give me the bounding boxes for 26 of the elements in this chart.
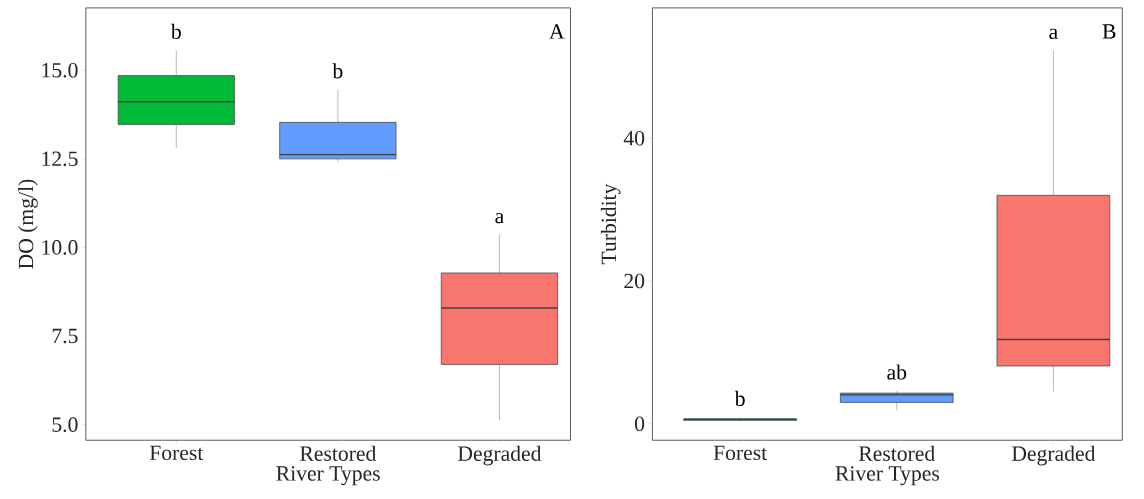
x-tick-label: Degraded bbox=[1011, 445, 1096, 466]
annotation: A bbox=[549, 24, 565, 39]
annotation: b bbox=[734, 390, 745, 406]
y-tick-label: 5.0 bbox=[52, 417, 78, 432]
annotation: a bbox=[495, 212, 504, 224]
annotation: B bbox=[1102, 24, 1116, 39]
y-tick-label: 15.0 bbox=[42, 62, 78, 78]
x-tick-label: Degraded bbox=[457, 445, 542, 466]
y-tick-label: 40 bbox=[623, 130, 645, 146]
x-tick-label: Forest bbox=[713, 445, 768, 460]
annotation: a bbox=[1049, 28, 1058, 39]
x-tick-label: Restored bbox=[300, 445, 377, 461]
annotation: ab bbox=[887, 364, 907, 380]
y-tick-label: 12.5 bbox=[42, 151, 78, 166]
y-tick-label: 7.5 bbox=[52, 328, 78, 344]
annotation: b bbox=[170, 23, 181, 39]
x-tick-label: Forest bbox=[149, 445, 204, 460]
y-tick-label: 0 bbox=[635, 416, 645, 431]
x-axis-title: River Types bbox=[835, 465, 940, 485]
x-tick-label: Restored bbox=[858, 445, 935, 461]
y-tick-label: 20 bbox=[624, 273, 645, 289]
x-axis-title: River Types bbox=[276, 465, 380, 485]
y-tick-label: 10.0 bbox=[42, 239, 78, 255]
y-axis-title: Turbidity bbox=[600, 183, 621, 264]
annotation: b bbox=[332, 62, 343, 79]
y-axis-title: DO (mg/l) bbox=[18, 179, 38, 269]
